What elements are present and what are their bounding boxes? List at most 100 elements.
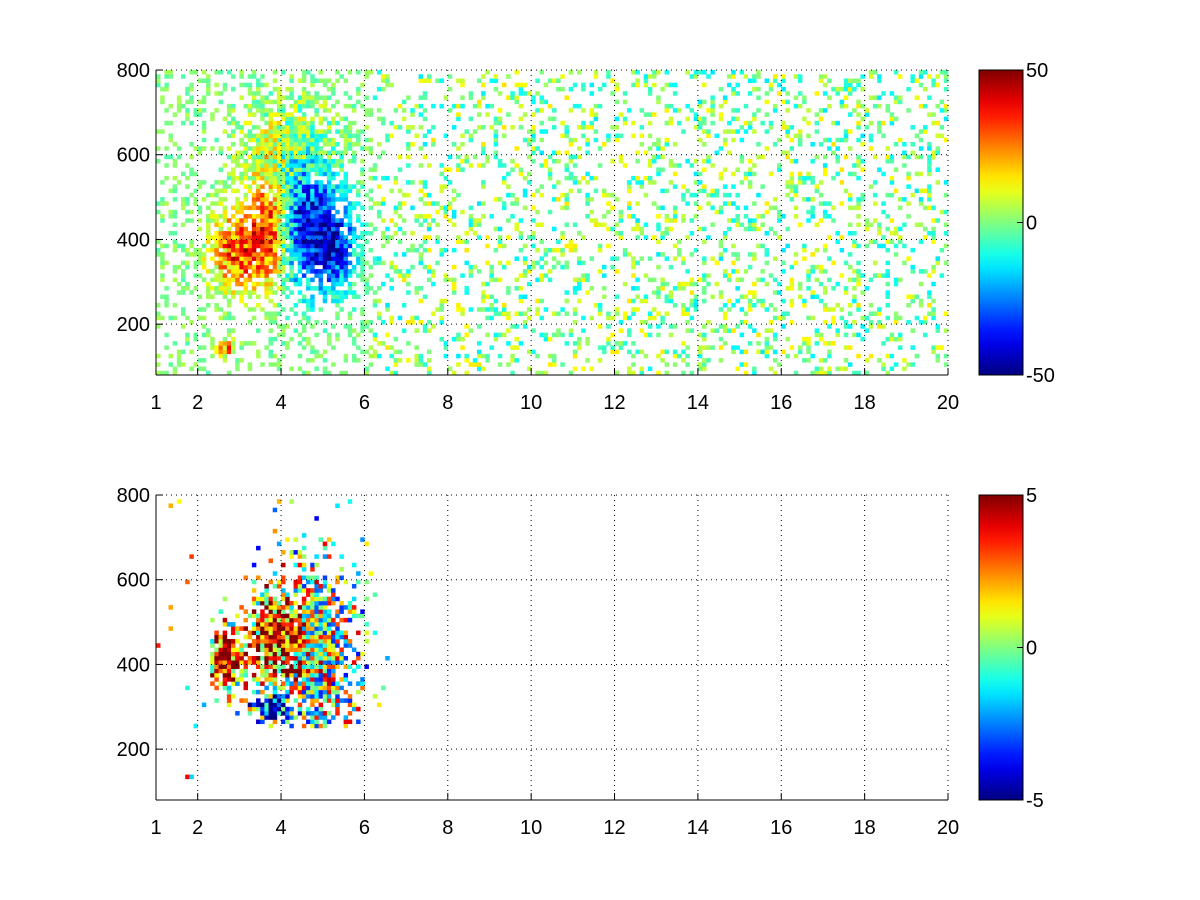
heatmap-cell [251,239,257,244]
heatmap-cell [360,677,365,682]
heatmap-cell [476,341,482,346]
heatmap-cell [764,349,770,355]
heatmap-cell [802,243,807,249]
heatmap-cell [351,702,357,708]
heatmap-cell [910,78,915,84]
heatmap-cell [822,171,828,177]
heatmap-cell [172,315,178,321]
heatmap-cell [451,370,457,376]
heatmap-cell [218,681,223,686]
heatmap-cell [360,180,365,185]
heatmap-cell [343,78,349,84]
heatmap-cell [251,243,257,249]
heatmap-cell [222,273,228,278]
heatmap-cell [397,269,403,274]
heatmap-cell [364,70,369,75]
heatmap-cell [672,324,678,329]
heatmap-cell [543,260,549,266]
heatmap-cell [847,112,853,117]
heatmap-cell [231,120,236,126]
heatmap-cell [931,345,936,350]
heatmap-cell [318,129,324,134]
heatmap-cell [297,647,303,653]
heatmap-cell [568,328,574,333]
heatmap-cell [385,366,390,372]
heatmap-cell [297,660,303,665]
heatmap-cell [264,260,269,266]
heatmap-cell [472,103,478,109]
heatmap-cell [251,150,257,156]
heatmap-cell [593,175,599,181]
heatmap-cell [531,137,536,143]
heatmap-cell [322,694,328,699]
heatmap-cell [418,78,424,84]
heatmap-cell [172,239,178,244]
heatmap-cell [927,230,932,236]
heatmap-cell [481,163,486,168]
heatmap-cell [927,112,932,117]
heatmap-cell [318,286,324,291]
heatmap-cell [531,230,536,236]
heatmap-cell [606,201,611,206]
heatmap-cell [260,264,265,270]
heatmap-cell [652,235,657,240]
heatmap-cell [364,74,369,79]
heatmap-cell [372,163,378,168]
heatmap-cell [681,197,686,202]
heatmap-cell [347,226,353,232]
heatmap-cell [172,142,178,147]
heatmap-cell [627,315,632,321]
heatmap-cell [614,125,619,130]
heatmap-cell [297,146,303,151]
heatmap-cell [306,660,311,665]
heatmap-cell [226,269,232,274]
heatmap-cell [443,209,449,215]
heatmap-cell [668,226,674,232]
heatmap-cell [422,201,428,206]
heatmap-cell [739,70,745,75]
heatmap-cell [764,91,770,96]
heatmap-cell [597,269,603,274]
heatmap-cell [368,150,374,156]
heatmap-cell [627,332,632,338]
heatmap-cell [264,269,269,274]
heatmap-cell [181,171,186,177]
heatmap-cell [243,184,249,189]
heatmap-cell [243,264,249,270]
heatmap-cell [872,180,878,185]
heatmap-cell [326,201,332,206]
heatmap-cell [768,226,774,232]
heatmap-cell [285,226,290,232]
heatmap-cell [602,286,607,291]
heatmap-cell [768,273,774,278]
heatmap-cell [581,82,586,88]
heatmap-cell [214,349,219,355]
heatmap-cell [781,269,786,274]
heatmap-cell [239,698,244,703]
heatmap-cell [672,362,678,367]
heatmap-cell [268,647,274,653]
heatmap-cell [343,180,349,185]
heatmap-cell [347,311,353,316]
heatmap-cell [372,167,378,172]
heatmap-cell [597,358,603,363]
heatmap-cell [231,294,236,300]
heatmap-cell [885,260,890,266]
heatmap-cell [610,125,615,130]
heatmap-cell [372,349,378,355]
heatmap-cell [656,324,661,329]
heatmap-cell [285,706,290,712]
heatmap-cell [727,192,732,198]
heatmap-cell [397,349,403,355]
heatmap-cell [331,681,336,686]
heatmap-cell [560,247,565,253]
heatmap-cell [335,112,340,117]
heatmap-cell [214,192,219,198]
heatmap-cell [943,230,949,236]
heatmap-cell [310,600,315,606]
heatmap-cell [368,146,374,151]
heatmap-cell [276,600,282,606]
heatmap-cell [410,264,415,270]
heatmap-cell [339,150,344,156]
heatmap-cell [664,214,670,219]
